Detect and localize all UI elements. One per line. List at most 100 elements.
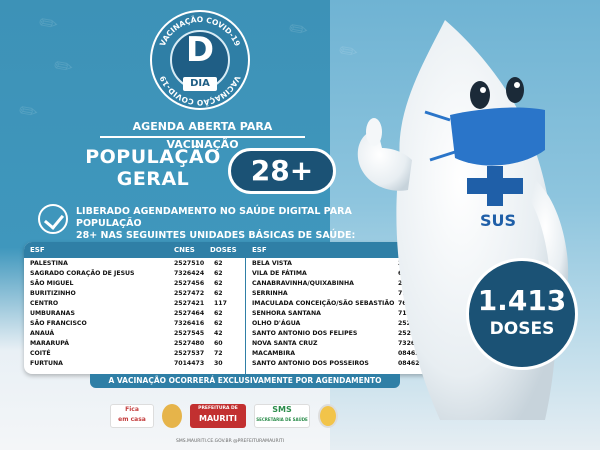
table-row: ANAUÁ 2527545 42 xyxy=(24,330,472,340)
table-column-divider xyxy=(245,242,246,374)
check-circle-icon xyxy=(38,204,68,234)
population-heading: POPULAÇÃO GERAL xyxy=(78,146,228,190)
cell-esf: ANAUÁ xyxy=(30,330,55,337)
population-line1: POPULAÇÃO xyxy=(85,146,221,168)
table-row: MARARUPÁ 2527480 60 xyxy=(24,340,472,350)
cell-esf: NOVA SANTA CRUZ xyxy=(252,340,318,347)
cell-esf: MARARUPÁ xyxy=(30,340,70,347)
mascot-badge-text: SUS xyxy=(480,211,516,230)
cell-esf: SANTO ANTONIO DOS FELIPES xyxy=(252,330,358,337)
table-row: PALESTINA 2527510 62 xyxy=(24,260,472,270)
doses-total: 1.413 xyxy=(477,284,567,317)
syringe-icon: ✎ xyxy=(14,96,44,129)
cell-esf: SENHORA SANTANA xyxy=(252,310,321,317)
cell-cnes: 2527510 xyxy=(174,260,205,267)
cell-esf: MACAMBIRA xyxy=(252,350,296,357)
cell-cnes: 2527537 xyxy=(174,350,205,357)
cell-esf: PALESTINA xyxy=(30,260,68,267)
cell-esf: IMACULADA CONCEIÇÃO/SÃO SEBASTIÃO xyxy=(252,300,395,307)
fica-logo-line2: em casa xyxy=(118,416,146,423)
table-row: CENTRO 2527421 117 xyxy=(24,300,472,310)
cell-esf: OLHO D'ÁGUA xyxy=(252,320,301,327)
sms-logo-line2: SECRETARIA DE SAÚDE xyxy=(256,417,308,422)
cell-cnes: 7014473 xyxy=(174,360,205,367)
sun-seal-icon xyxy=(318,404,338,428)
coat-of-arms-icon xyxy=(162,404,182,428)
cell-cnes: 0846201 xyxy=(398,360,429,367)
fica-em-casa-logo: Fica em casa xyxy=(110,404,154,428)
ze-gotinha-mascot: SUS xyxy=(357,20,569,420)
cell-cnes: 2527480 xyxy=(174,340,205,347)
cell-esf: CANABRAVINHA/QUIXABINHA xyxy=(252,280,354,287)
liberado-line1: LIBERADO AGENDAMENTO NO SAÚDE DIGITAL PA… xyxy=(76,206,352,229)
cell-esf: COITÉ xyxy=(30,350,51,357)
sms-logo: SMS SECRETARIA DE SAÚDE xyxy=(254,404,310,428)
doses-label: DOSES xyxy=(489,319,555,339)
cell-esf: UMBURANAS xyxy=(30,310,75,317)
footer-urls: SMS.MAURITI.CE.GOV.BR @PREFEITURAMAURITI xyxy=(176,439,284,444)
cell-cnes: 2527464 xyxy=(174,310,205,317)
header-esf-right: ESF xyxy=(252,246,267,254)
syringe-icon: ✎ xyxy=(284,14,314,47)
badge-day: DIA xyxy=(183,77,217,91)
badge-letter: D xyxy=(185,30,215,70)
health-units-table: ESF CNES DOSES ESF CNES DOSES PALESTINA2… xyxy=(24,242,472,374)
cell-doses: 62 xyxy=(214,310,223,317)
cell-cnes: 0846252 xyxy=(398,350,429,357)
cell-cnes: 2527456 xyxy=(174,280,205,287)
syringe-icon: ✎ xyxy=(49,51,79,84)
cell-doses: 30 xyxy=(214,360,223,367)
table-row: FURTUNA 7014473 30 xyxy=(24,360,472,370)
cell-cnes: 7326440 xyxy=(398,340,429,347)
table-row: SÃO MIGUEL 2527456 62 xyxy=(24,280,472,290)
cell-esf: SÃO MIGUEL xyxy=(30,280,74,287)
cell-doses: 60 xyxy=(214,340,223,347)
cell-esf: FURTUNA xyxy=(30,360,63,367)
cell-doses: 62 xyxy=(214,260,223,267)
table-row: SAGRADO CORAÇÃO DE JESUS 7326424 62 xyxy=(24,270,472,280)
cell-esf: CENTRO xyxy=(30,300,59,307)
table-row: SÃO FRANCISCO 7326416 62 xyxy=(24,320,472,330)
prefeitura-logo: PREFEITURA DE MAURITI xyxy=(190,404,246,428)
cell-doses: 62 xyxy=(214,270,223,277)
cell-esf: BELA VISTA xyxy=(252,260,292,267)
cell-doses: 62 xyxy=(214,290,223,297)
cell-cnes: 7326424 xyxy=(174,270,205,277)
prefeitura-logo-line2: MAURITI xyxy=(199,414,237,423)
cell-doses: 62 xyxy=(214,320,223,327)
header-esf-left: ESF xyxy=(30,246,45,254)
cell-esf: SANTO ANTONIO DOS POSSEIROS xyxy=(252,360,369,367)
sms-logo-line1: SMS xyxy=(272,405,292,414)
cell-cnes: 2527421 xyxy=(174,300,205,307)
cell-cnes: 7326416 xyxy=(174,320,205,327)
agenda-divider xyxy=(100,136,305,138)
cell-esf: VILA DE FÁTIMA xyxy=(252,270,307,277)
cell-doses: 117 xyxy=(214,300,227,307)
partner-logos: Fica em casa PREFEITURA DE MAURITI SMS S… xyxy=(100,400,420,434)
cell-esf: BURITIZINHO xyxy=(30,290,76,297)
d-day-badge: VACINAÇÃO COVID-19 VACINAÇÃO COVID-19 D … xyxy=(150,10,250,110)
age-pill: 28+ xyxy=(228,148,336,194)
liberado-text: LIBERADO AGENDAMENTO NO SAÚDE DIGITAL PA… xyxy=(76,206,406,242)
footer-note: A VACINAÇÃO OCORRERÁ EXCLUSIVAMENTE POR … xyxy=(90,374,400,388)
syringe-icon: ✎ xyxy=(34,8,64,41)
cell-esf: SERRINHA xyxy=(252,290,288,297)
cell-doses: 62 xyxy=(214,280,223,287)
cell-cnes: 2527545 xyxy=(174,330,205,337)
cell-doses: 72 xyxy=(214,350,223,357)
agenda-title: AGENDA ABERTA PARA VACINAÇÃO xyxy=(132,120,273,151)
table-row: COITÉ 2527537 72 xyxy=(24,350,472,360)
cell-cnes: 2527472 xyxy=(174,290,205,297)
liberado-line2: 28+ NAS SEGUINTES UNIDADES BÁSICAS DE SA… xyxy=(76,230,356,241)
header-cnes-left: CNES xyxy=(174,246,195,254)
table-row: UMBURANAS 2527464 62 xyxy=(24,310,472,320)
cell-doses: 42 xyxy=(214,330,223,337)
cell-esf: SÃO FRANCISCO xyxy=(30,320,87,327)
header-doses-left: DOSES xyxy=(210,246,237,254)
population-line2: GERAL xyxy=(116,168,190,190)
fica-logo-line1: Fica xyxy=(125,406,139,413)
cell-esf: SAGRADO CORAÇÃO DE JESUS xyxy=(30,270,135,277)
table-row: BURITIZINHO 2527472 62 xyxy=(24,290,472,300)
prefeitura-logo-line1: PREFEITURA DE xyxy=(198,406,238,411)
